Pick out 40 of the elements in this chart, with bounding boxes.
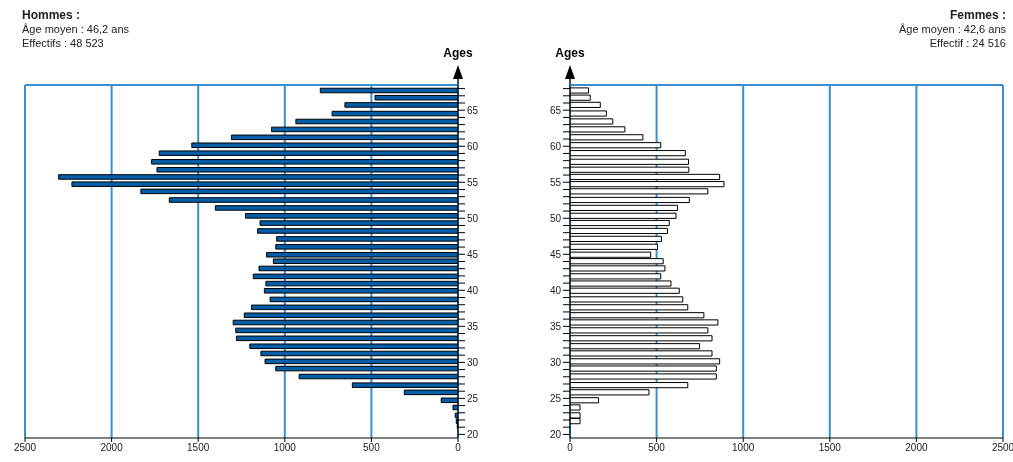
y-tick-label: 25 — [467, 392, 479, 404]
y-tick-label: 30 — [549, 356, 562, 368]
y-tick-label: 60 — [549, 140, 562, 152]
y-tick-label: 60 — [467, 140, 479, 152]
x-tick-label: 1000 — [273, 442, 297, 454]
x-tick-label: 2000 — [905, 442, 928, 454]
y-tick-label: 20 — [549, 428, 562, 440]
x-tick-label: 0 — [567, 442, 574, 454]
x-tick-label: 1000 — [732, 442, 755, 454]
text: Âge moyen : 42,6 ans — [898, 22, 1006, 36]
chart-title: Femmes : — [948, 8, 1006, 22]
y-tick-label: 55 — [467, 176, 479, 188]
x-tick-label: 2000 — [100, 442, 124, 454]
y-tick-label: 55 — [549, 176, 562, 188]
text: Âge moyen : 46,2 ans — [22, 22, 130, 36]
x-tick-label: 500 — [648, 442, 666, 454]
y-tick-label: 65 — [467, 104, 479, 116]
y-tick-label: 25 — [549, 392, 562, 404]
y-tick-label: 45 — [549, 248, 562, 260]
y-tick-label: 35 — [467, 320, 479, 332]
x-tick-label: 2500 — [991, 442, 1013, 454]
text: Effectifs : 48 523 — [22, 36, 105, 50]
y-tick-label: 45 — [467, 248, 479, 260]
y-tick-label: 40 — [549, 284, 562, 296]
y-tick-label: 30 — [467, 356, 479, 368]
text: Effectif : 24 516 — [929, 37, 1006, 49]
y-tick-label: 65 — [549, 104, 562, 116]
x-tick-label: 2500 — [13, 442, 37, 454]
x-tick-label: 0 — [455, 442, 462, 454]
y-tick-label: 50 — [549, 212, 562, 224]
y-axis-title: Ages — [554, 46, 586, 60]
x-tick-label: 500 — [363, 442, 381, 454]
y-tick-label: 50 — [467, 212, 479, 224]
x-tick-label: 1500 — [187, 442, 210, 454]
y-tick-label: 20 — [467, 428, 479, 440]
y-axis-title: Ages — [442, 46, 474, 60]
y-tick-label: 40 — [467, 284, 479, 296]
chart-title: Hommes : — [22, 8, 81, 22]
x-tick-label: 1500 — [818, 442, 842, 454]
y-tick-label: 35 — [549, 320, 562, 332]
